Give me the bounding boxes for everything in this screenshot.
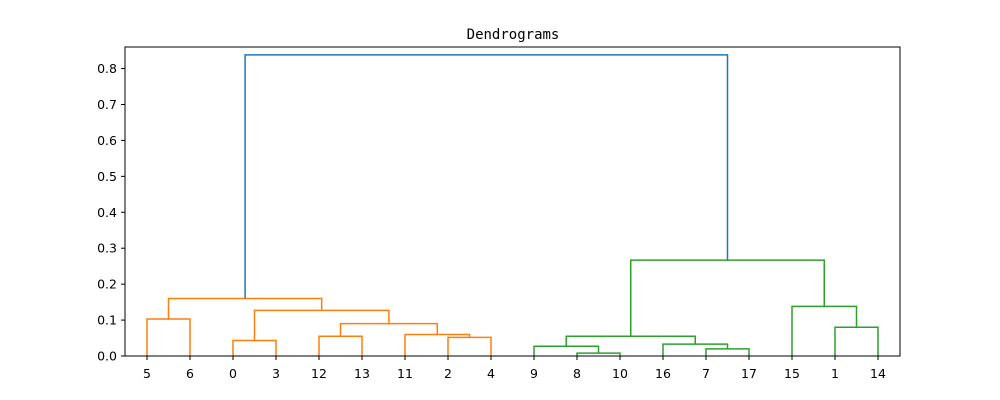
merge-link-cluster_a <box>167 297 323 319</box>
y-tick-label: 0.8 <box>97 61 117 76</box>
merge-link-cluster_a <box>318 335 363 356</box>
merge-link-cluster_b <box>576 352 621 356</box>
leaf-label: 10 <box>612 366 628 381</box>
leaf-label: 5 <box>143 366 151 381</box>
dendrogram-links <box>146 54 879 356</box>
x-axis: 5 6 0 3 12 13 11 2 4 9 8 10 16 7 17 15 1 14 <box>143 356 886 381</box>
leaf-label: 1 <box>831 366 839 381</box>
y-tick-label: 0.5 <box>97 169 117 184</box>
merge-link-cluster_a <box>404 333 471 356</box>
leaf-label: 2 <box>444 366 452 381</box>
merge-link-cluster_b <box>705 348 750 356</box>
leaf-label: 13 <box>354 366 370 381</box>
merge-link-cluster_b <box>662 343 729 356</box>
leaf-label: 12 <box>311 366 327 381</box>
y-tick-label: 0.0 <box>97 349 117 364</box>
leaf-label: 6 <box>186 366 194 381</box>
merge-link-cluster_a <box>253 309 390 341</box>
leaf-label: 8 <box>573 366 581 381</box>
y-tick-label: 0.3 <box>97 241 117 256</box>
leaf-label: 0 <box>229 366 237 381</box>
y-tick-label: 0.6 <box>97 133 117 148</box>
y-tick-label: 0.4 <box>97 205 117 220</box>
leaf-label: 17 <box>741 366 757 381</box>
merge-link-cluster_b <box>791 305 858 356</box>
merge-link-cluster_a <box>146 318 191 356</box>
merge-link-cluster_b <box>834 326 879 356</box>
leaf-label: 3 <box>272 366 280 381</box>
merge-link-cluster_b <box>630 259 825 337</box>
y-tick-label: 0.1 <box>97 313 117 328</box>
plot-frame <box>124 46 901 357</box>
merge-link-cluster_a <box>339 322 438 337</box>
leaf-label: 16 <box>655 366 671 381</box>
leaf-label: 15 <box>784 366 800 381</box>
merge-link-cluster_a <box>447 336 492 356</box>
chart-title: Dendrograms <box>467 27 560 43</box>
leaf-label: 7 <box>702 366 710 381</box>
y-tick-label: 0.2 <box>97 277 117 292</box>
leaf-label: 11 <box>397 366 413 381</box>
merge-link-cluster_b <box>533 345 600 356</box>
merge-link-root <box>244 54 729 299</box>
y-axis: 0.0 0.1 0.2 0.3 0.4 0.5 0.6 0.7 0.8 <box>97 61 125 364</box>
leaf-label: 9 <box>530 366 538 381</box>
y-tick-label: 0.7 <box>97 97 117 112</box>
leaf-label: 14 <box>870 366 886 381</box>
merge-link-cluster_a <box>232 339 277 356</box>
leaf-label: 4 <box>487 366 495 381</box>
